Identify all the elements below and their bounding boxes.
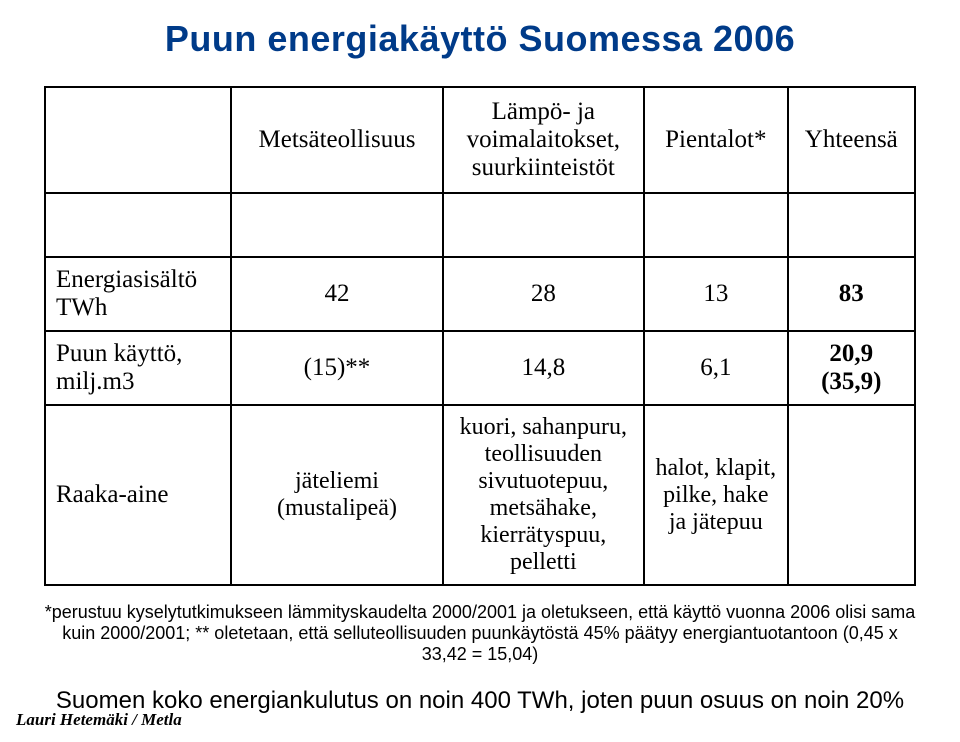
spacer-cell — [644, 193, 788, 257]
table-cell: halot, klapit, pilke, hake ja jätepuu — [644, 405, 788, 585]
bold-value: 20,9 (35,9) — [821, 340, 881, 395]
table-cell — [788, 405, 915, 585]
bold-value: 83 — [839, 280, 864, 307]
table-cell: 20,9 (35,9) — [788, 331, 915, 405]
header-cell-metsateollisuus: Metsäteollisuus — [231, 87, 442, 193]
table-cell: kuori, sahanpuru, teollisuuden sivutuote… — [443, 405, 644, 585]
header-cell-voimalaitokset: Lämpö- ja voimalaitokset, suurkiinteistö… — [443, 87, 644, 193]
spacer-cell — [443, 193, 644, 257]
table-row: Energiasisältö TWh 42 28 13 83 — [45, 257, 915, 331]
table-cell: (15)** — [231, 331, 442, 405]
header-cell-pientalot: Pientalot* — [644, 87, 788, 193]
header-cell-empty — [45, 87, 231, 193]
table-row: Puun käyttö, milj.m3 (15)** 14,8 6,1 20,… — [45, 331, 915, 405]
table-cell: jäteliemi (mustalipeä) — [231, 405, 442, 585]
footnote: *perustuu kyselytutkimukseen lämmityskau… — [44, 602, 916, 665]
table-spacer-row — [45, 193, 915, 257]
table-cell: 6,1 — [644, 331, 788, 405]
table-cell: 14,8 — [443, 331, 644, 405]
table-header-row: Metsäteollisuus Lämpö- ja voimalaitokset… — [45, 87, 915, 193]
table-cell: 28 — [443, 257, 644, 331]
header-cell-yhteensa: Yhteensä — [788, 87, 915, 193]
spacer-cell — [45, 193, 231, 257]
attribution: Lauri Hetemäki / Metla — [16, 710, 182, 730]
slide-container: Puun energiakäyttö Suomessa 2006 Metsäte… — [0, 0, 960, 742]
table-cell: 42 — [231, 257, 442, 331]
table-row: Raaka-aine jäteliemi (mustalipeä) kuori,… — [45, 405, 915, 585]
slide-title: Puun energiakäyttö Suomessa 2006 — [44, 18, 916, 60]
table-cell: 83 — [788, 257, 915, 331]
spacer-cell — [788, 193, 915, 257]
table-cell: 13 — [644, 257, 788, 331]
spacer-cell — [231, 193, 442, 257]
row-label-puunkaytto: Puun käyttö, milj.m3 — [45, 331, 231, 405]
data-table: Metsäteollisuus Lämpö- ja voimalaitokset… — [44, 86, 916, 586]
row-label-raaka-aine: Raaka-aine — [45, 405, 231, 585]
row-label-energiasisalto: Energiasisältö TWh — [45, 257, 231, 331]
